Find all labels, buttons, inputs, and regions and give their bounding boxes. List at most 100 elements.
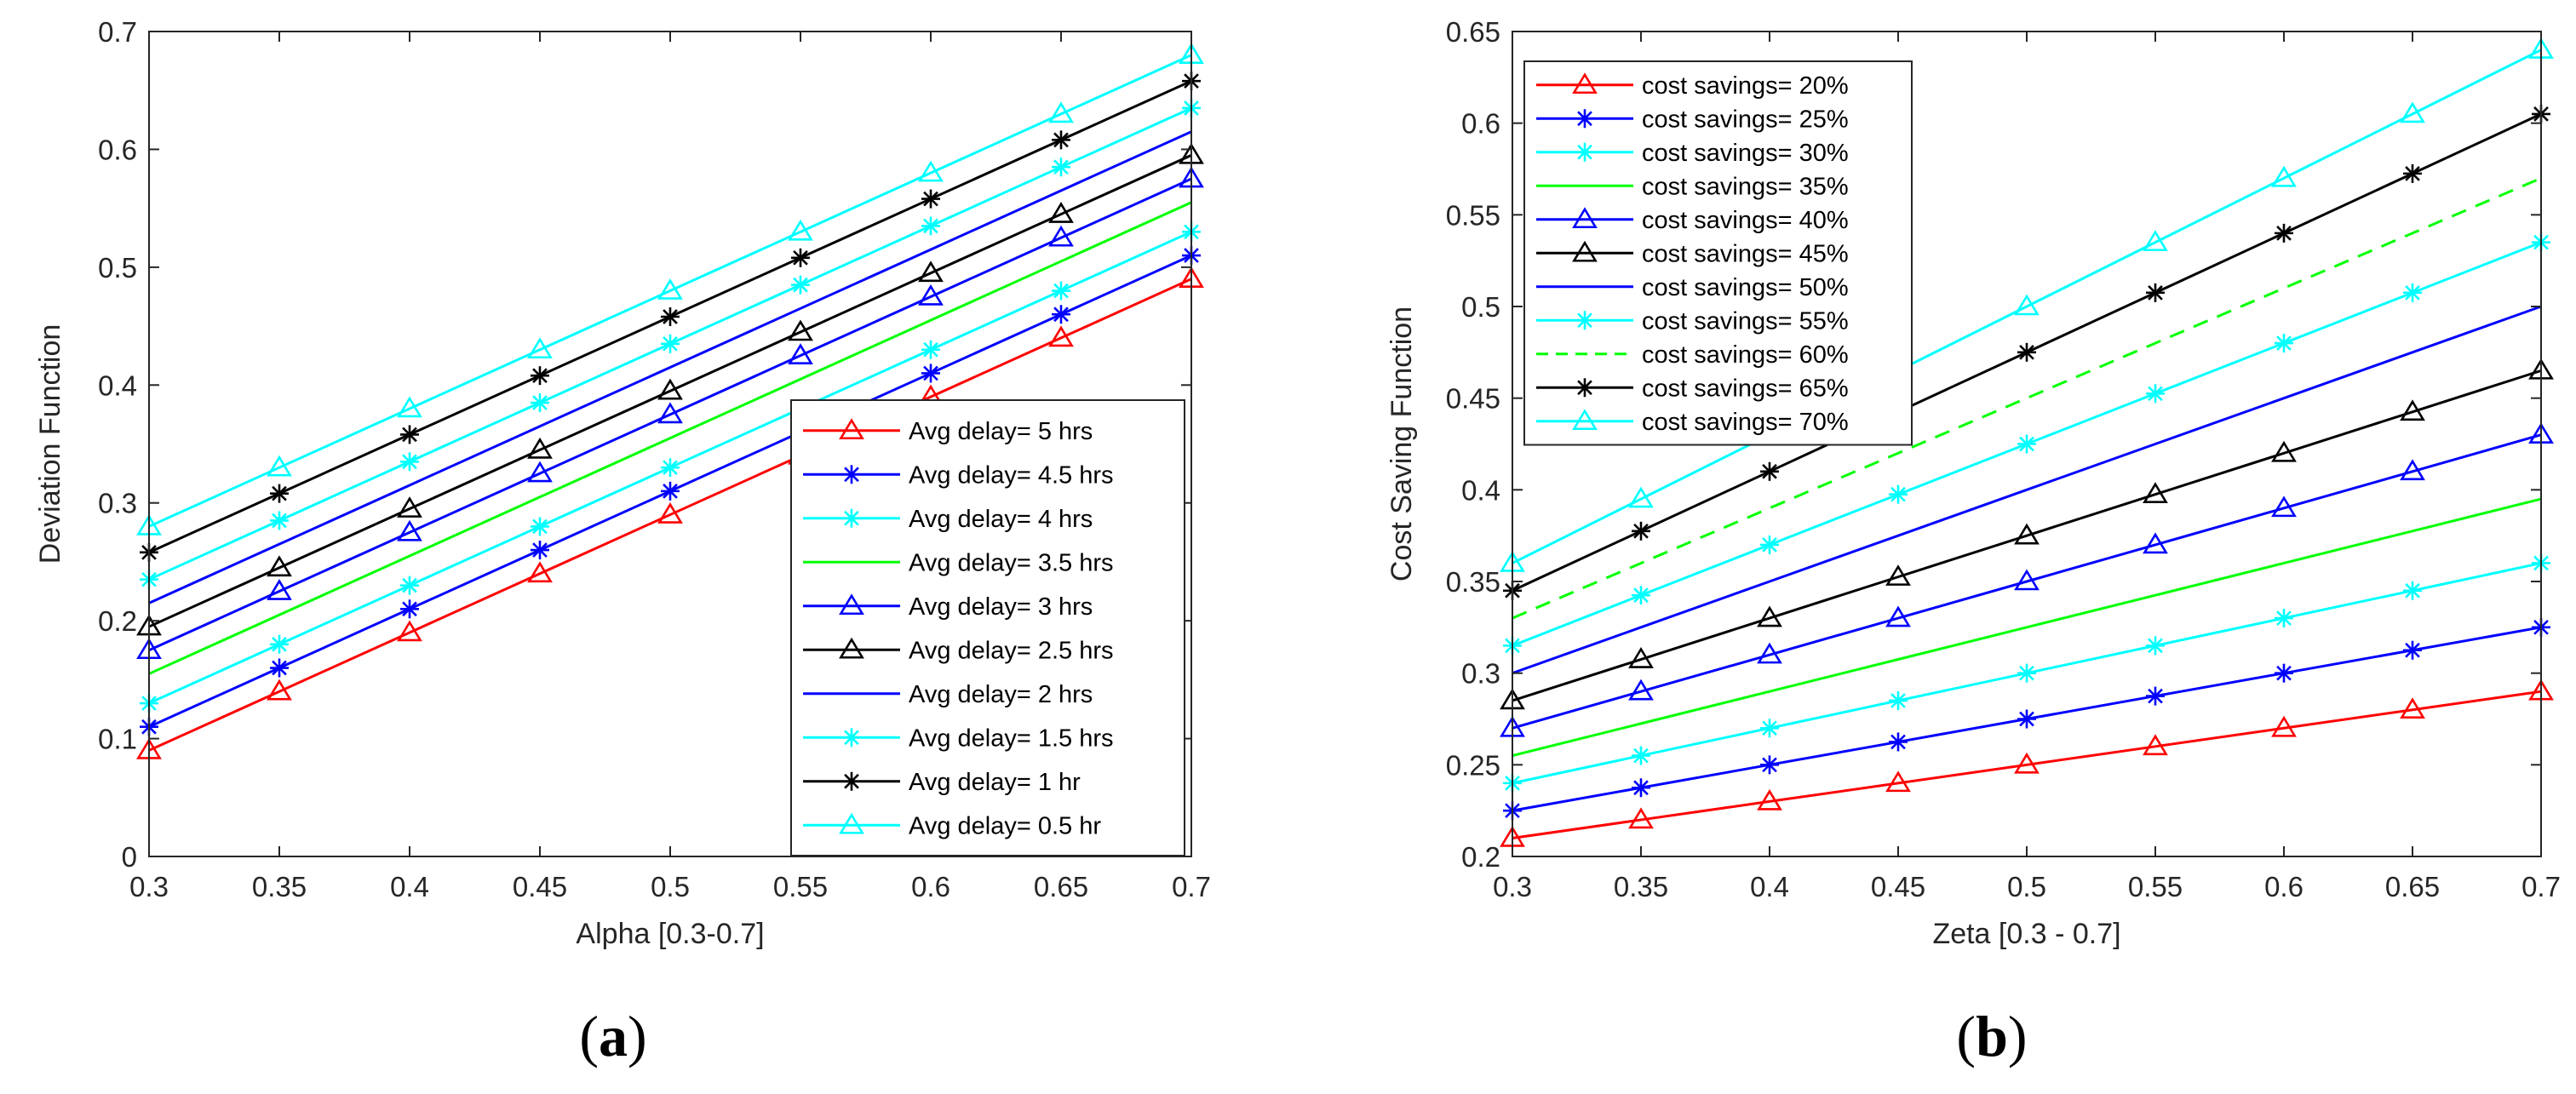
legend-label: Avg delay= 2.5 hrs xyxy=(909,637,1113,664)
data-point xyxy=(400,576,419,595)
data-point xyxy=(531,393,549,413)
data-point xyxy=(788,319,813,341)
data-point xyxy=(531,541,549,560)
x-tick-label: 0.4 xyxy=(1750,871,1789,902)
legend-marker xyxy=(1575,142,1594,162)
data-point xyxy=(661,481,680,501)
data-point xyxy=(2271,715,2297,737)
star-stroke xyxy=(1577,312,1592,329)
series-3 xyxy=(1503,553,2550,793)
star-stroke xyxy=(532,518,548,535)
data-point xyxy=(2146,283,2165,302)
series-line xyxy=(1512,305,2542,675)
x-tick-label: 0.35 xyxy=(1614,871,1668,902)
data-point xyxy=(1048,202,1074,223)
star-stroke xyxy=(1633,587,1649,603)
legend-item: cost savings= 40% xyxy=(1536,207,1849,234)
data-point xyxy=(2403,640,2422,660)
data-point xyxy=(921,364,940,383)
data-point xyxy=(1052,281,1070,301)
data-point xyxy=(2275,223,2293,243)
star-stroke xyxy=(1633,523,1649,539)
star-stroke xyxy=(272,660,287,676)
series-line xyxy=(148,130,1192,604)
legend-item: cost savings= 50% xyxy=(1536,274,1849,301)
series-7 xyxy=(1512,305,2542,675)
data-point xyxy=(2017,434,2036,454)
legend-marker xyxy=(1572,409,1598,431)
legend-box xyxy=(790,399,1185,856)
star-stroke xyxy=(532,368,548,384)
data-point xyxy=(661,458,680,478)
legend-label: Avg delay= 1 hr xyxy=(909,769,1081,796)
data-point xyxy=(1757,788,1782,810)
data-point xyxy=(270,658,289,678)
data-point xyxy=(2014,752,2040,774)
y-tick-label: 0.25 xyxy=(1446,749,1500,781)
star-stroke xyxy=(1577,380,1592,396)
star-stroke xyxy=(402,577,417,593)
data-point xyxy=(1628,807,1654,829)
star-stroke xyxy=(402,601,417,617)
data-point xyxy=(661,334,680,353)
legend-item: cost savings= 20% xyxy=(1536,72,1849,100)
data-point xyxy=(657,278,683,300)
data-point xyxy=(1628,486,1654,508)
star-stroke xyxy=(2276,665,2292,681)
legend-marker xyxy=(842,728,861,747)
legend-marker xyxy=(1575,311,1594,330)
star-stroke xyxy=(844,510,859,526)
chart-b: 0.3 0.35 0.4 0.45 0.5 0.55 0.6 0.65 0.7 0.2 0.25 0.… xyxy=(1386,16,2561,1068)
series-line xyxy=(1512,433,2542,730)
data-point xyxy=(1048,225,1074,247)
data-point xyxy=(400,599,419,619)
data-point xyxy=(267,679,292,701)
x-tick-label: 0.35 xyxy=(252,871,307,902)
data-point xyxy=(2275,609,2293,628)
data-point xyxy=(2014,294,2040,316)
legend-item: cost savings= 55% xyxy=(1536,307,1849,335)
data-point xyxy=(2271,495,2297,518)
data-point xyxy=(2143,532,2168,554)
legend-item: Avg delay= 0.5 hr xyxy=(803,812,1101,839)
y-tick-label: 0.45 xyxy=(1446,383,1500,415)
legend-marker xyxy=(839,637,864,659)
legend-marker xyxy=(839,593,864,616)
data-point xyxy=(1885,770,1911,793)
star-stroke xyxy=(2276,335,2292,351)
data-point xyxy=(657,378,683,400)
star-stroke xyxy=(2405,582,2420,599)
star-stroke xyxy=(2276,226,2292,241)
data-point xyxy=(2403,163,2422,183)
data-point xyxy=(1760,719,1779,738)
data-point xyxy=(788,219,813,241)
legend-item: cost savings= 25% xyxy=(1536,106,1849,133)
legend-marker xyxy=(1575,378,1594,398)
star-stroke xyxy=(1053,283,1069,299)
data-point xyxy=(788,343,813,364)
data-point xyxy=(1757,642,1782,664)
series-2 xyxy=(1503,617,2550,821)
y-tick-label: 0.2 xyxy=(1461,841,1500,873)
series-line xyxy=(1512,497,2542,758)
data-point xyxy=(1757,605,1782,627)
series-line xyxy=(148,153,1192,628)
data-point xyxy=(527,461,553,483)
star-stroke xyxy=(2019,344,2034,360)
data-point xyxy=(1760,535,1779,554)
series-4 xyxy=(1512,497,2542,758)
y-tick-label: 0.6 xyxy=(1461,108,1500,140)
legend-marker xyxy=(839,418,864,440)
star-stroke xyxy=(663,309,678,324)
data-point xyxy=(918,261,944,283)
legend-label: cost savings= 55% xyxy=(1642,307,1849,335)
data-point xyxy=(2014,523,2040,545)
legend-item: cost savings= 30% xyxy=(1536,140,1849,167)
star-stroke xyxy=(2019,665,2034,681)
data-point xyxy=(921,340,940,359)
star-stroke xyxy=(2148,386,2163,402)
panel-label: (b) xyxy=(1956,1004,2027,1068)
data-point xyxy=(1632,746,1650,765)
x-tick-label: 0.45 xyxy=(1871,871,1925,902)
y-axis-label: Deviation Function xyxy=(34,324,66,564)
